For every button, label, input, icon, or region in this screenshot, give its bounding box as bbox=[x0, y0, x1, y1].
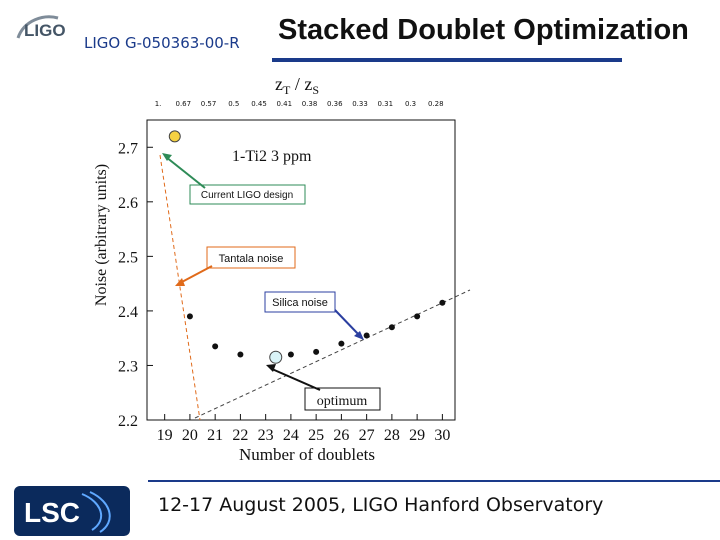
overlapped-annotation: 1-Ti2 3 ppm bbox=[232, 148, 312, 165]
y-tick-label: 2.2 bbox=[118, 413, 138, 430]
silica-noise-line bbox=[194, 289, 471, 419]
top-tick-label: 0.28 bbox=[428, 100, 444, 108]
x-tick-label: 21 bbox=[207, 427, 223, 444]
top-axis-ticks: 1. 0.67 0.57 0.5 0.45 0.41 0.38 0.36 0.33 0.31 0.3… bbox=[155, 100, 444, 108]
data-point bbox=[287, 351, 294, 358]
top-tick-label: 0.57 bbox=[201, 100, 217, 108]
y-tick-label: 2.5 bbox=[118, 249, 138, 266]
top-tick-label: 0.36 bbox=[327, 100, 343, 108]
top-tick-label: 0.31 bbox=[377, 100, 393, 108]
optimum-callout-box bbox=[304, 387, 381, 411]
y-tick-label: 2.3 bbox=[118, 358, 138, 375]
x-tick-label: 20 bbox=[182, 427, 198, 444]
x-axis-label: Number of doublets bbox=[239, 445, 375, 464]
data-point bbox=[313, 348, 320, 355]
x-tick-label: 19 bbox=[157, 427, 173, 444]
document-id: LIGO G-050363-00-R bbox=[84, 34, 240, 52]
top-axis-label-sub2: S bbox=[312, 83, 319, 97]
tantala-noise-line bbox=[159, 154, 201, 421]
page-title: Stacked Doublet Optimization bbox=[278, 14, 689, 46]
silica-callout-box bbox=[264, 291, 336, 313]
top-tick-label: 0.45 bbox=[251, 100, 267, 108]
tantala-arrowhead bbox=[175, 278, 185, 286]
data-point bbox=[338, 340, 345, 347]
y-tick-label: 2.7 bbox=[118, 140, 138, 157]
silica-callout-text: Silica noise bbox=[272, 297, 328, 309]
data-point bbox=[237, 351, 244, 358]
data-point bbox=[363, 332, 370, 339]
optimum-arrow bbox=[271, 368, 321, 391]
x-tick-label: 28 bbox=[384, 427, 400, 444]
current-design-callout-text: Current LIGO design bbox=[201, 190, 293, 201]
data-point bbox=[414, 313, 421, 320]
x-tick-label: 24 bbox=[283, 427, 299, 444]
footer-text: 12-17 August 2005, LIGO Hanford Observat… bbox=[158, 494, 604, 516]
optimum-marker bbox=[269, 350, 283, 364]
x-tick-label: 29 bbox=[409, 427, 425, 444]
data-point bbox=[186, 313, 193, 320]
current-design-callout-box bbox=[189, 184, 306, 205]
plot-frame bbox=[146, 119, 456, 421]
current-design-arrowhead bbox=[162, 153, 172, 161]
ligo-logo-text: LIGO bbox=[24, 21, 66, 40]
data-point bbox=[439, 299, 446, 306]
footer-rule bbox=[148, 480, 720, 482]
tantala-arrow bbox=[179, 265, 213, 284]
top-tick-label: 0.5 bbox=[228, 100, 239, 108]
lsc-logo: LSC bbox=[14, 486, 130, 536]
y-tick-label: 2.6 bbox=[118, 195, 138, 212]
optimum-arrowhead bbox=[266, 364, 276, 372]
lsc-logo-text: LSC bbox=[24, 497, 80, 528]
top-tick-label: 0.41 bbox=[276, 100, 292, 108]
top-tick-label: 1. bbox=[155, 100, 162, 108]
x-axis-ticks: 19 20 21 22 23 24 25 26 27 28 29 30 bbox=[157, 414, 450, 444]
x-tick-label: 25 bbox=[308, 427, 324, 444]
optimum-callout-text: optimum bbox=[317, 394, 368, 409]
tantala-callout-box bbox=[206, 246, 296, 269]
x-tick-label: 30 bbox=[434, 427, 450, 444]
current-design-arrow bbox=[165, 156, 206, 189]
top-axis-label: zT / zS bbox=[275, 74, 319, 97]
y-tick-label: 2.4 bbox=[118, 304, 138, 321]
top-tick-label: 0.33 bbox=[352, 100, 368, 108]
x-tick-label: 26 bbox=[333, 427, 349, 444]
top-tick-label: 0.38 bbox=[302, 100, 318, 108]
y-axis-ticks: 2.2 2.3 2.4 2.5 2.6 2.7 bbox=[118, 140, 153, 430]
x-tick-label: 22 bbox=[232, 427, 248, 444]
top-axis-label-main: z bbox=[275, 74, 283, 94]
top-tick-label: 0.3 bbox=[405, 100, 416, 108]
top-axis-label-sub1: T bbox=[283, 83, 291, 97]
ligo-logo: LIGO bbox=[16, 15, 66, 40]
x-tick-label: 23 bbox=[258, 427, 274, 444]
data-points bbox=[171, 133, 446, 358]
top-axis-label-sep: / z bbox=[290, 74, 312, 94]
top-tick-label: 0.67 bbox=[175, 100, 191, 108]
silica-arrowhead bbox=[354, 331, 364, 340]
x-tick-label: 27 bbox=[359, 427, 375, 444]
data-point bbox=[388, 324, 395, 331]
y-axis-label: Noise (arbitrary units) bbox=[93, 164, 110, 306]
tantala-callout-text: Tantala noise bbox=[219, 253, 284, 265]
current-design-marker bbox=[168, 130, 181, 143]
title-underline bbox=[272, 58, 622, 62]
silica-arrow bbox=[334, 309, 361, 337]
data-point bbox=[212, 343, 219, 350]
